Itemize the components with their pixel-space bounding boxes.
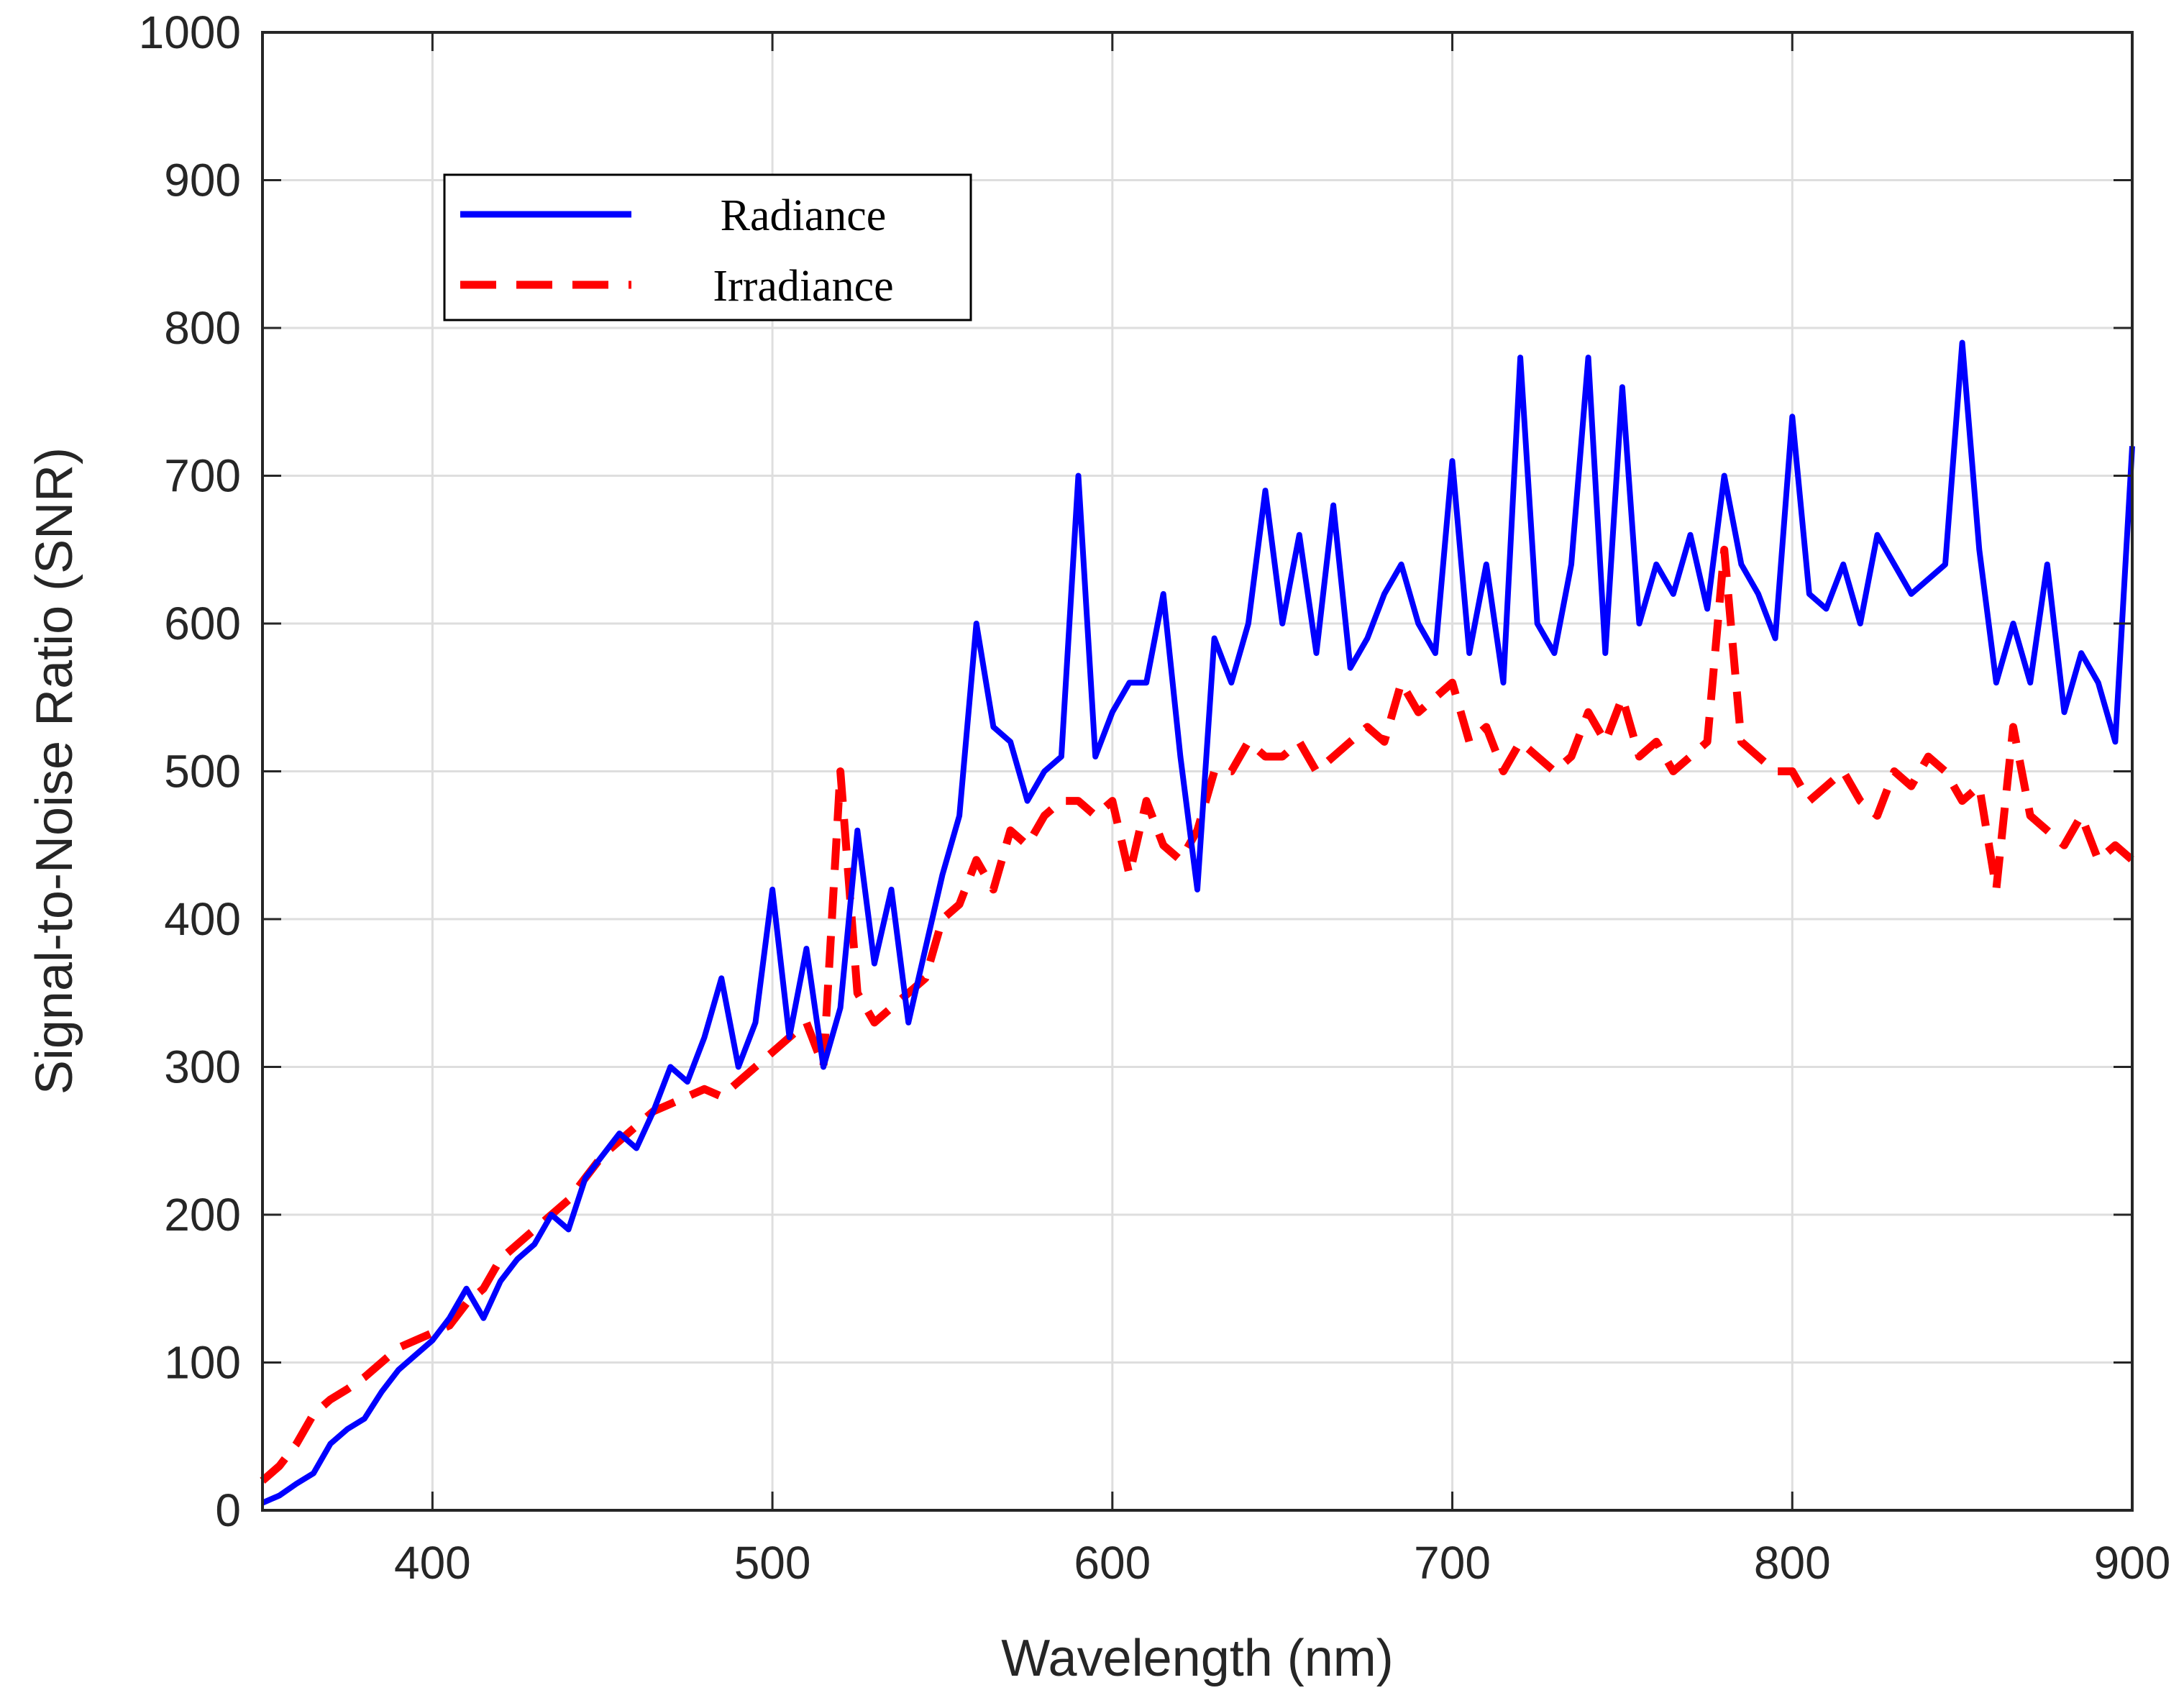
y-tick-label: 600 <box>164 598 241 649</box>
legend: Radiance Irradiance <box>443 173 972 321</box>
legend-label-irradiance: Irradiance <box>713 262 893 311</box>
y-tick-label: 500 <box>164 746 241 798</box>
x-axis-label: Wavelength (nm) <box>1001 1630 1394 1687</box>
y-axis-label: Signal-to-Noise Ratio (SNR) <box>26 447 83 1095</box>
legend-label-radiance: Radiance <box>721 191 887 240</box>
x-tick-label: 800 <box>1754 1537 1831 1589</box>
x-tick-label: 700 <box>1414 1537 1491 1589</box>
y-tick-label: 0 <box>215 1484 241 1536</box>
y-tick-label: 200 <box>164 1189 241 1241</box>
y-tick-label: 400 <box>164 893 241 945</box>
y-tick-labels: 0 100 200 300 400 500 600 700 800 900 1000 <box>139 6 241 1536</box>
x-tick-label: 900 <box>2094 1537 2171 1589</box>
series-lines <box>260 339 2135 1506</box>
y-tick-label: 100 <box>164 1337 241 1389</box>
y-tick-label: 700 <box>164 450 241 502</box>
series-line-irradiance <box>260 545 2135 1484</box>
y-tick-label: 1000 <box>139 6 241 58</box>
series-line-radiance <box>261 339 2135 1506</box>
y-tick-label: 300 <box>164 1041 241 1093</box>
x-tick-labels: 400 500 600 700 800 900 <box>394 1537 2170 1589</box>
legend-box <box>443 173 972 321</box>
y-tick-label: 800 <box>164 302 241 354</box>
x-tick-label: 500 <box>734 1537 811 1589</box>
tick-marks <box>262 31 2134 1512</box>
x-tick-label: 600 <box>1074 1537 1151 1589</box>
x-tick-label: 400 <box>394 1537 471 1589</box>
y-tick-label: 900 <box>164 155 241 206</box>
